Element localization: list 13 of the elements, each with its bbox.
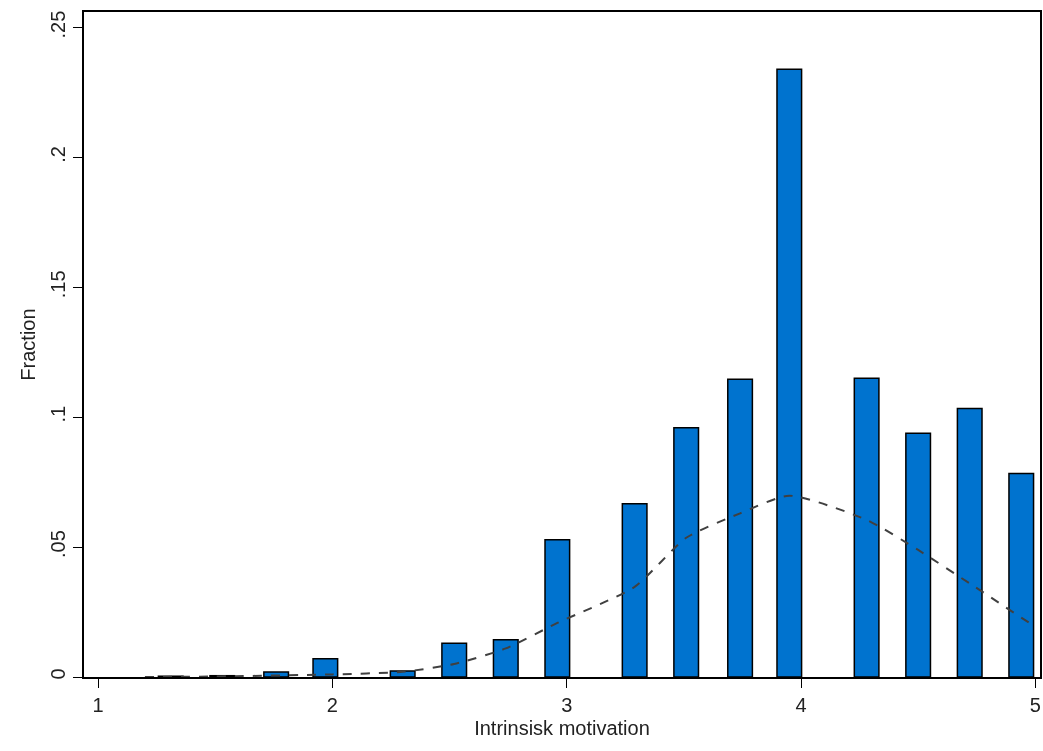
y-tick-label: .1 bbox=[47, 405, 70, 423]
x-tick-label: 3 bbox=[561, 693, 573, 716]
y-tick-label: .15 bbox=[47, 270, 70, 299]
y-tick-label: .25 bbox=[47, 10, 70, 39]
y-tick-label: .2 bbox=[47, 146, 70, 163]
y-axis-title: Fraction bbox=[17, 308, 40, 381]
x-tick-label: 4 bbox=[795, 693, 807, 716]
y-tick-label: 0 bbox=[47, 668, 70, 680]
x-tick-label: 5 bbox=[1029, 693, 1041, 716]
x-tick-label: 2 bbox=[326, 693, 338, 716]
x-tick-label: 1 bbox=[92, 693, 104, 716]
y-tick-label: .05 bbox=[47, 530, 70, 559]
x-axis-title: Intrinsisk motivation bbox=[474, 716, 650, 739]
